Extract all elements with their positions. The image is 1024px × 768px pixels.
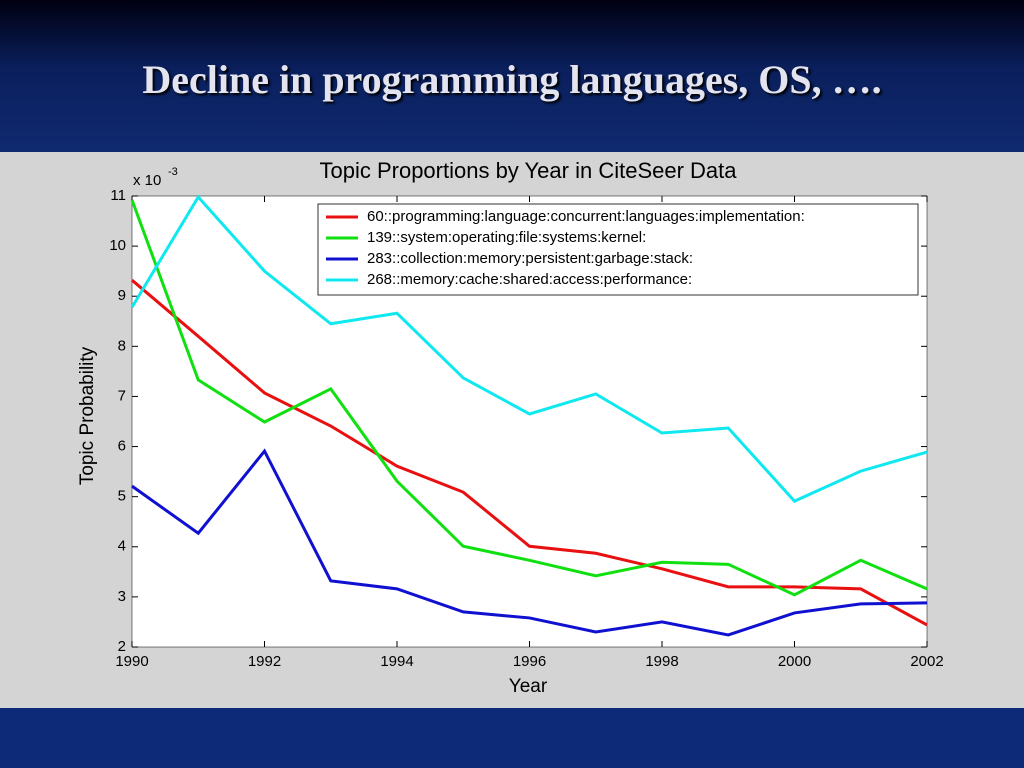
legend-label: 139::system:operating:file:systems:kerne… (367, 229, 646, 246)
axis-multiplier: x 10 (133, 172, 161, 189)
x-tick-label: 1990 (115, 653, 148, 670)
series-line (130, 199, 928, 597)
legend-box (317, 203, 919, 296)
x-tick-label: 1994 (380, 653, 413, 670)
footer-band (0, 708, 1024, 768)
y-axis-label: Topic Probability (77, 346, 98, 485)
y-tick-label: 4 (118, 538, 126, 555)
y-tick-label: 9 (118, 287, 126, 304)
y-tick-label: 3 (118, 588, 126, 605)
y-tick-label: 10 (109, 237, 126, 254)
legend-label: 268::memory:cache:shared:access:performa… (367, 271, 692, 288)
legend-label: 283::collection:memory:persistent:garbag… (367, 250, 693, 267)
y-tick-label: 2 (118, 638, 126, 655)
y-tick-label: 6 (118, 438, 126, 455)
series-line (131, 279, 928, 627)
legend-label: 60::programming:language:concurrent:lang… (367, 208, 805, 225)
y-tick-label: 7 (118, 387, 126, 404)
series-line (130, 194, 928, 503)
y-tick-label: 11 (110, 187, 126, 204)
series-line (131, 448, 928, 637)
x-tick-label: 2002 (910, 653, 943, 670)
x-tick-label: 1992 (248, 653, 281, 670)
chart-title: Topic Proportions by Year in CiteSeer Da… (319, 158, 737, 183)
axis-multiplier-exponent: -3 (168, 166, 178, 178)
slide-title: Decline in programming languages, OS, …. (142, 57, 882, 102)
x-tick-label: 1996 (513, 653, 546, 670)
x-axis-label: Year (509, 676, 548, 697)
y-tick-label: 8 (118, 337, 126, 354)
x-tick-label: 1998 (645, 653, 678, 670)
y-tick-label: 5 (118, 488, 126, 505)
header-band (0, 0, 1024, 152)
chart: Topic Proportions by Year in CiteSeer Da… (77, 158, 944, 697)
x-tick-label: 2000 (778, 653, 811, 670)
